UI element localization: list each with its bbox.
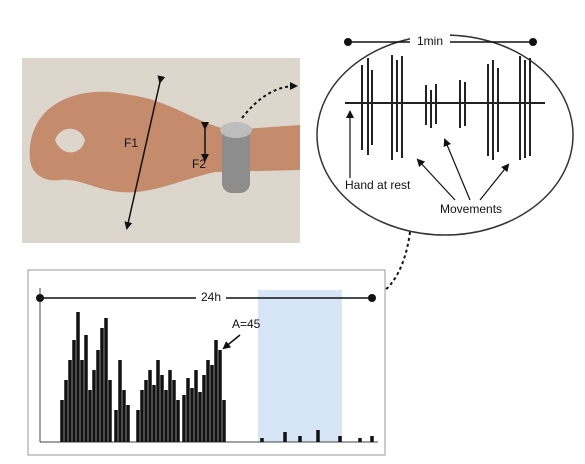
amplitude-label: A=45 xyxy=(232,317,261,331)
duration-label: 1min xyxy=(417,34,443,48)
diagram: F1 F2 1min Hand at rest Movements 24h A=… xyxy=(0,0,585,464)
night-shading xyxy=(258,290,342,442)
f1-label: F1 xyxy=(124,136,138,150)
movements-label: Movements xyxy=(440,202,502,216)
wrist-photo xyxy=(22,58,300,243)
rest-label: Hand at rest xyxy=(345,178,411,192)
f2-label: F2 xyxy=(192,157,206,171)
chart-duration-label: 24h xyxy=(201,290,221,304)
duration-dot xyxy=(344,38,352,46)
duration-dot xyxy=(529,38,537,46)
duration-dot xyxy=(368,294,376,302)
duration-dot xyxy=(36,294,44,302)
